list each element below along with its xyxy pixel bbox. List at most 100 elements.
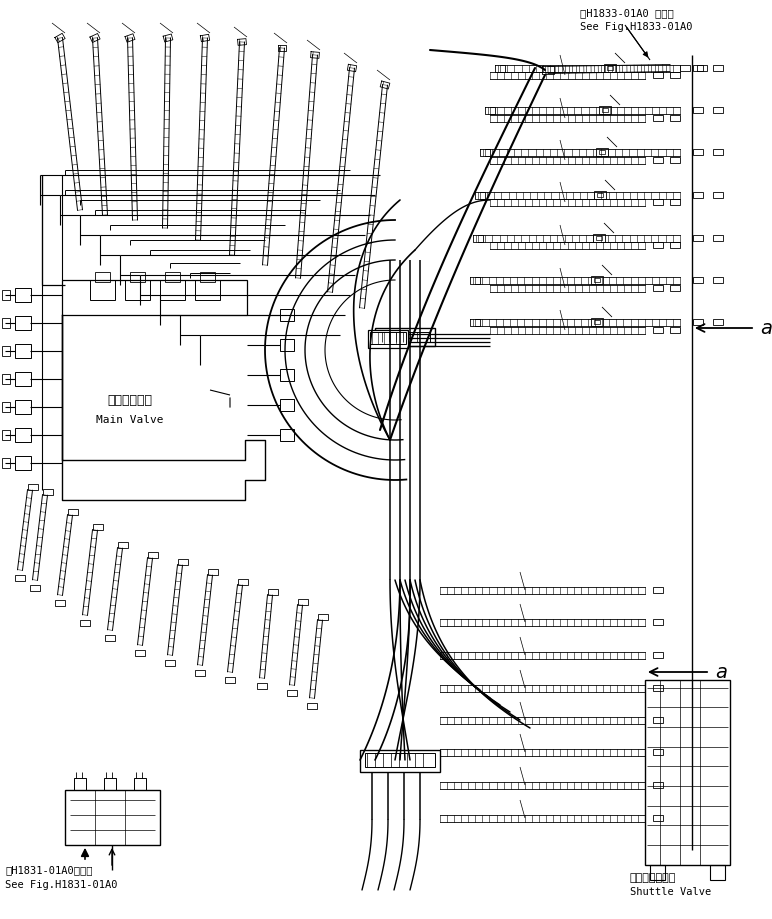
Text: 第H1831-01A0図参照: 第H1831-01A0図参照 xyxy=(5,865,93,875)
Bar xyxy=(15,575,25,581)
Bar xyxy=(670,115,680,121)
Bar xyxy=(653,587,663,593)
Bar xyxy=(287,690,297,696)
Bar xyxy=(135,650,145,656)
Bar xyxy=(104,778,116,790)
Bar xyxy=(257,683,267,689)
Bar xyxy=(2,374,10,384)
Bar xyxy=(653,72,663,78)
Bar xyxy=(200,272,215,282)
Bar xyxy=(65,790,160,845)
Bar xyxy=(105,635,115,641)
Bar xyxy=(280,429,294,441)
Bar xyxy=(118,542,128,548)
Bar xyxy=(594,320,600,324)
Text: シャトルバルブ: シャトルバルブ xyxy=(630,873,676,883)
Bar xyxy=(2,402,10,412)
Bar xyxy=(298,599,308,605)
Bar xyxy=(670,327,680,333)
Bar xyxy=(670,157,680,163)
Bar xyxy=(693,149,703,155)
Bar xyxy=(713,277,723,283)
Bar xyxy=(15,288,31,302)
Bar xyxy=(670,242,680,248)
Bar xyxy=(195,670,205,676)
Bar xyxy=(693,65,703,71)
Bar xyxy=(68,509,78,515)
Bar xyxy=(697,65,707,71)
Text: a: a xyxy=(715,663,727,682)
Bar xyxy=(653,157,663,163)
Bar xyxy=(15,456,31,470)
Bar xyxy=(713,65,723,71)
Bar xyxy=(653,242,663,248)
Bar xyxy=(15,372,31,386)
Bar xyxy=(596,148,608,156)
Bar xyxy=(2,458,10,468)
Bar xyxy=(368,330,408,348)
Bar xyxy=(148,552,158,558)
Bar xyxy=(365,753,435,767)
Bar xyxy=(594,191,606,199)
Bar xyxy=(693,192,703,198)
Bar xyxy=(15,428,31,442)
Bar xyxy=(653,685,663,691)
Bar xyxy=(650,865,665,880)
Bar xyxy=(125,280,150,300)
Bar xyxy=(713,319,723,325)
Text: 第H1833-01A0 図参照: 第H1833-01A0 図参照 xyxy=(580,8,674,18)
Bar xyxy=(653,115,663,121)
Text: メインバルブ: メインバルブ xyxy=(107,393,153,406)
Bar xyxy=(2,430,10,440)
Bar xyxy=(693,235,703,241)
Bar xyxy=(713,192,723,198)
Bar xyxy=(607,65,613,71)
Bar xyxy=(591,276,603,284)
Bar xyxy=(680,65,690,71)
Text: a: a xyxy=(760,319,772,337)
Bar xyxy=(268,589,278,595)
Bar xyxy=(80,620,90,626)
Bar xyxy=(653,782,663,788)
Bar xyxy=(670,199,680,205)
Bar xyxy=(670,72,680,78)
Bar xyxy=(2,318,10,328)
Text: See Fig.H1833-01A0: See Fig.H1833-01A0 xyxy=(580,22,692,32)
Bar xyxy=(30,585,40,591)
Text: Main Valve: Main Valve xyxy=(96,415,164,425)
Bar xyxy=(593,233,605,243)
Bar xyxy=(380,332,430,342)
Bar xyxy=(55,600,65,606)
Bar xyxy=(280,399,294,411)
Bar xyxy=(693,319,703,325)
Bar xyxy=(93,524,103,530)
Bar xyxy=(645,680,730,865)
Bar xyxy=(653,285,663,291)
Bar xyxy=(2,290,10,300)
Bar xyxy=(225,677,235,683)
Bar xyxy=(693,277,703,283)
Bar xyxy=(95,272,110,282)
Bar xyxy=(713,107,723,113)
Bar xyxy=(15,400,31,414)
Bar xyxy=(165,272,180,282)
Bar xyxy=(653,815,663,821)
Bar xyxy=(318,614,328,620)
Bar xyxy=(178,559,188,565)
Bar xyxy=(280,339,294,351)
Bar xyxy=(165,660,175,666)
Bar xyxy=(134,778,146,790)
Bar xyxy=(375,328,435,346)
Bar xyxy=(28,484,38,490)
Bar xyxy=(280,309,294,321)
Bar xyxy=(360,750,440,772)
Bar xyxy=(594,278,600,282)
Bar xyxy=(599,150,605,154)
Bar xyxy=(653,652,663,658)
Text: Shuttle Valve: Shuttle Valve xyxy=(630,887,711,897)
Bar xyxy=(713,149,723,155)
Bar xyxy=(238,579,248,585)
Bar xyxy=(74,778,86,790)
Bar xyxy=(90,280,115,300)
Bar xyxy=(653,199,663,205)
